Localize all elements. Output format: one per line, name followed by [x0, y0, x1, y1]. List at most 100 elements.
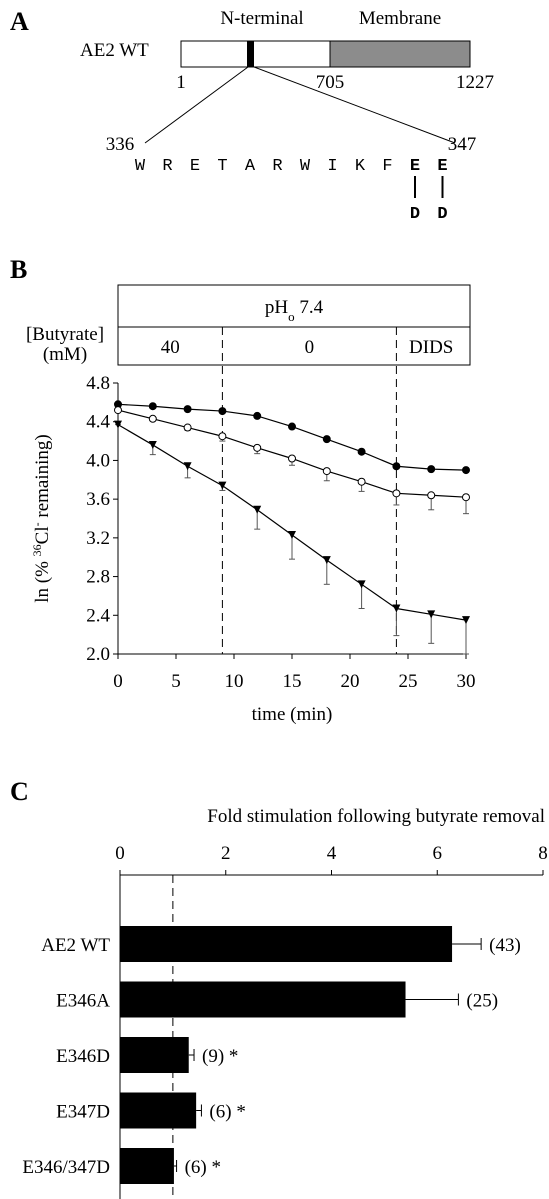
data-point	[148, 402, 157, 411]
bar	[120, 1148, 174, 1184]
zoom-line	[253, 66, 456, 144]
panel-label: A	[10, 7, 29, 36]
data-point	[183, 462, 192, 471]
data-point	[114, 420, 122, 429]
phase-label: DIDS	[409, 337, 453, 358]
x-tick-label: 15	[283, 671, 302, 692]
residue: W	[135, 157, 146, 176]
data-point	[253, 505, 262, 514]
y-tick-label: 3.6	[86, 489, 110, 510]
bar	[120, 926, 453, 962]
x-tick-label: 0	[115, 843, 125, 864]
y-axis-label: ln (% 36Cl- remaining)	[30, 434, 53, 603]
residue: T	[217, 157, 227, 176]
data-point	[322, 467, 331, 476]
n-annotation: (6) *	[209, 1102, 245, 1123]
y-tick-label: 2.8	[86, 567, 110, 588]
line-chart: pHo 7.4 [Butyrate](mM) 40 0 DIDS 2.0 2.4 2.8 3.2…	[26, 284, 476, 725]
data-point	[288, 530, 296, 539]
n-annotation: (43)	[489, 935, 521, 956]
y-tick-label: 2.0	[86, 644, 110, 665]
panel-label: B	[10, 255, 27, 284]
bar	[120, 981, 406, 1018]
mutation: D	[410, 205, 420, 224]
protein-label: AE2 WT	[80, 40, 149, 61]
y-tick-label: 4.8	[86, 373, 110, 394]
data-point	[253, 411, 262, 420]
ph-part: o	[288, 309, 295, 324]
data-point	[148, 440, 157, 449]
bar-chart: Fold stimulation following butyrate remo…	[22, 806, 548, 1199]
mutation: D	[437, 205, 447, 224]
data-point	[183, 405, 192, 414]
phase-label: 0	[305, 337, 315, 358]
x-tick-label: 2	[221, 843, 231, 864]
n-annotation: (6) *	[185, 1157, 221, 1178]
data-point	[427, 465, 436, 474]
membrane-domain	[329, 40, 471, 68]
data-point	[462, 616, 470, 625]
residue: W	[300, 157, 311, 176]
y-tick-label: 3.2	[86, 528, 110, 549]
series-line	[117, 424, 467, 621]
chart-title: Fold stimulation following butyrate remo…	[207, 806, 545, 827]
domain-label: N-terminal	[220, 8, 303, 29]
phase-label: 40	[161, 337, 180, 358]
sequence: W R E T A R W I K F E ED D	[135, 157, 448, 224]
n-annotation: (25)	[466, 991, 498, 1012]
data-point	[183, 423, 192, 432]
data-point	[114, 406, 122, 415]
residue: I	[327, 157, 337, 176]
category-label: E346/347D	[22, 1157, 110, 1178]
data-point	[218, 481, 227, 490]
position-label: 1	[176, 72, 186, 93]
y-label-part: 36	[30, 544, 44, 556]
position-label: 1227	[456, 72, 494, 93]
category-label: AE2 WT	[41, 935, 110, 956]
data-point	[148, 414, 157, 423]
data-point	[253, 443, 262, 452]
x-axis-label: time (min)	[252, 704, 333, 725]
x-tick-label: 4	[327, 843, 337, 864]
residue: F	[382, 157, 392, 176]
x-tick-label: 5	[171, 671, 181, 692]
position-label: 705	[316, 72, 345, 93]
data-point	[322, 435, 331, 444]
x-tick-label: 10	[225, 671, 244, 692]
segment-end: 347	[448, 134, 477, 155]
y-tick-label: 2.4	[86, 605, 110, 626]
ph-label: pHo 7.4	[265, 297, 324, 324]
x-tick-label: 8	[538, 843, 548, 864]
residue: A	[245, 157, 256, 176]
segment-start: 336	[106, 134, 135, 155]
category-label: E346A	[56, 991, 110, 1012]
bar	[120, 1092, 197, 1129]
zoom-line	[144, 66, 249, 144]
y-label-part: Cl	[32, 526, 53, 544]
y-label-part: ln (%	[32, 556, 53, 602]
ph-part: pH	[265, 297, 289, 318]
data-point	[218, 432, 227, 441]
data-point	[288, 454, 296, 463]
y-tick-label: 4.4	[86, 412, 110, 433]
y-label-part: -	[30, 522, 44, 526]
data-point	[427, 610, 436, 619]
category-label: E347D	[56, 1102, 110, 1123]
residue: R	[272, 157, 282, 176]
x-tick-label: 6	[433, 843, 443, 864]
residue: E	[437, 157, 447, 176]
y-label-part: remaining)	[32, 434, 53, 522]
panel-label: C	[10, 777, 29, 806]
x-tick-label: 30	[457, 671, 476, 692]
n-terminal-domain	[180, 40, 331, 68]
header-box	[117, 326, 471, 366]
residue: E	[190, 157, 200, 176]
category-label: E346D	[56, 1046, 110, 1067]
residue: R	[162, 157, 172, 176]
data-point	[392, 489, 401, 498]
data-point	[218, 407, 227, 416]
domain-label: Membrane	[359, 8, 441, 29]
data-point	[462, 466, 470, 475]
